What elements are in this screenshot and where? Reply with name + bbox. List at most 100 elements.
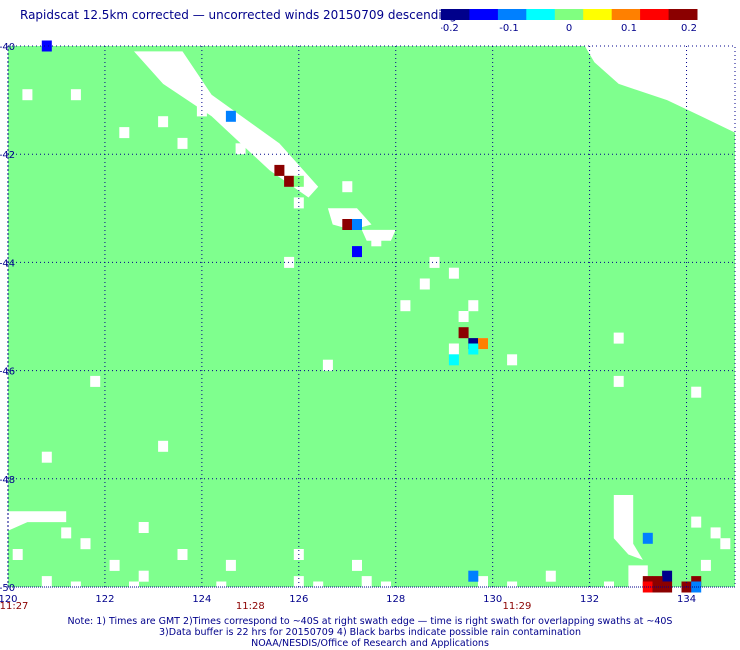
no-data-cell xyxy=(371,235,382,247)
no-data-cell xyxy=(419,278,430,290)
no-data-cell xyxy=(613,375,624,387)
latitude-tick-label: -48 xyxy=(0,475,15,486)
wind-difference-cell xyxy=(225,110,236,122)
note-line-3: NOAA/NESDIS/Office of Research and Appli… xyxy=(251,638,489,649)
map-title: Rapidscat 12.5km corrected — uncorrected… xyxy=(20,8,457,22)
time-labels: 11:27 11:28 11:29 xyxy=(0,601,531,610)
colorbar-tick-label: 0.2 xyxy=(681,23,697,34)
wind-difference-cell xyxy=(448,354,459,366)
no-data-cell xyxy=(158,440,169,452)
latitude-tick-label: -42 xyxy=(0,150,15,161)
colorbar-swatch xyxy=(611,9,641,20)
no-data-region xyxy=(134,51,319,198)
longitude-tick-label: 134 xyxy=(677,594,696,605)
no-data-cell xyxy=(138,570,149,582)
no-data-cell xyxy=(710,527,721,539)
no-data-cell xyxy=(322,359,333,371)
no-data-cell xyxy=(429,256,440,268)
no-data-regions xyxy=(3,46,735,587)
wind-difference-cells xyxy=(41,40,702,593)
no-data-region xyxy=(613,495,643,560)
latitude-tick-label: -44 xyxy=(0,258,15,269)
colorbar: -0.2 -0.1 0 0.1 0.2 xyxy=(441,9,698,34)
no-data-cell xyxy=(507,354,518,366)
wind-difference-cell xyxy=(662,581,673,593)
wind-difference-cell xyxy=(352,219,362,230)
no-data-cell xyxy=(119,127,130,139)
note-line-2: 3)Data buffer is 22 hrs for 20150709 4) … xyxy=(159,627,581,638)
no-data-cell xyxy=(342,181,353,193)
colorbar-swatch xyxy=(526,9,556,20)
wind-difference-map: 120 122 124 126 128 130 132 134 -40 -42 -44 -46 -48… xyxy=(0,40,736,610)
no-data-cell xyxy=(400,300,411,312)
colorbar-swatch xyxy=(640,9,669,20)
longitude-tick-labels: 120 122 124 126 128 130 132 134 xyxy=(0,594,696,605)
latitude-tick-label: -46 xyxy=(0,367,15,378)
no-data-cell xyxy=(613,332,624,344)
no-data-cell xyxy=(90,375,101,387)
no-data-cell xyxy=(12,549,23,560)
no-data-cell xyxy=(352,559,362,571)
wind-difference-cell xyxy=(478,338,488,350)
no-data-cell xyxy=(235,143,246,155)
no-data-cell xyxy=(545,570,556,582)
no-data-cell xyxy=(41,451,52,463)
colorbar-tick-label: -0.2 xyxy=(441,23,459,34)
wind-difference-cell xyxy=(41,40,52,52)
colorbar-tick-label: 0.1 xyxy=(621,23,637,34)
colorbar-swatch xyxy=(497,9,527,20)
no-data-cells xyxy=(12,89,731,593)
wind-difference-cell xyxy=(662,570,673,582)
no-data-cell xyxy=(448,343,459,355)
no-data-cell xyxy=(478,576,488,588)
wind-difference-cell xyxy=(642,532,653,544)
colorbar-tick-label: -0.1 xyxy=(499,23,519,34)
colorbar-ticks: -0.2 -0.1 0 0.1 0.2 xyxy=(441,23,697,34)
no-data-cell xyxy=(138,522,149,533)
no-data-cell xyxy=(109,559,120,571)
no-data-cell xyxy=(177,137,188,149)
no-data-region xyxy=(3,511,67,533)
no-data-cell xyxy=(225,559,236,571)
wind-difference-cell xyxy=(468,570,479,582)
longitude-tick-label: 128 xyxy=(386,594,405,605)
no-data-cell xyxy=(70,581,81,593)
longitude-tick-label: 126 xyxy=(289,594,308,605)
longitude-tick-label: 122 xyxy=(95,594,114,605)
no-data-cell xyxy=(720,538,731,550)
wind-difference-cell xyxy=(652,581,663,593)
no-data-cell xyxy=(293,576,304,588)
time-label: 11:27 xyxy=(0,601,28,610)
no-data-cell xyxy=(158,116,169,128)
no-data-cell xyxy=(691,386,702,398)
latitude-tick-label: -40 xyxy=(0,42,15,53)
wind-difference-cell xyxy=(468,343,479,355)
wind-difference-cell xyxy=(642,581,653,593)
longitude-tick-label: 132 xyxy=(580,594,599,605)
wind-difference-cell xyxy=(352,246,362,258)
wind-difference-cell xyxy=(274,164,285,176)
wind-difference-cell xyxy=(342,219,353,230)
no-data-cell xyxy=(361,576,372,588)
no-data-cell xyxy=(22,89,33,101)
no-data-cell xyxy=(70,89,81,101)
no-data-cell xyxy=(177,549,188,560)
no-data-cell xyxy=(458,311,469,322)
colorbar-swatch xyxy=(554,9,584,20)
time-label: 11:29 xyxy=(502,601,531,610)
no-data-cell xyxy=(216,581,227,593)
no-data-cell xyxy=(284,256,295,268)
colorbar-swatch xyxy=(668,9,698,20)
longitude-tick-label: 124 xyxy=(192,594,211,605)
no-data-cell xyxy=(691,516,702,528)
no-data-cell xyxy=(61,527,72,539)
colorbar-swatch xyxy=(583,9,613,20)
colorbar-swatches xyxy=(441,9,698,20)
no-data-cell xyxy=(468,300,479,312)
wind-difference-cell xyxy=(284,175,295,187)
colorbar-swatch xyxy=(441,9,470,20)
time-label: 11:28 xyxy=(236,601,265,610)
no-data-cell xyxy=(448,267,459,279)
no-data-cell xyxy=(80,538,91,550)
colorbar-swatch xyxy=(469,9,499,20)
